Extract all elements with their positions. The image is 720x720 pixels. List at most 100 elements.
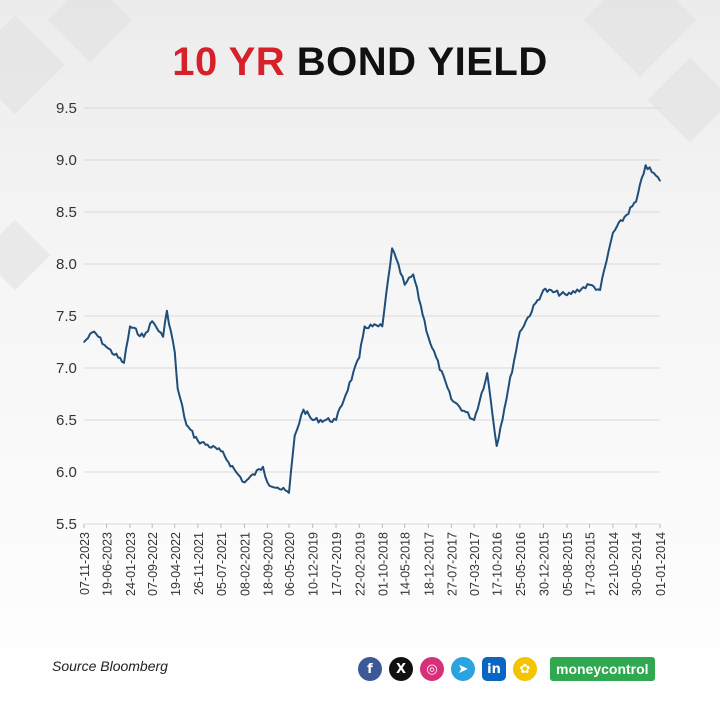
data-point: [450, 398, 453, 401]
data-point: [335, 419, 337, 421]
data-point: [302, 408, 305, 411]
x-tick-label: 07-11-2023: [78, 532, 92, 595]
data-point: [486, 372, 489, 375]
chart-title: 10 YR BOND YIELD: [0, 40, 720, 85]
data-point: [235, 471, 237, 473]
instagram-icon[interactable]: ◎: [420, 657, 444, 681]
y-tick-label: 9.0: [56, 152, 77, 169]
x-tick-label: 10-12-2019: [307, 532, 321, 596]
x-tick-label: 14-05-2018: [399, 532, 413, 596]
x-icon[interactable]: X: [389, 657, 413, 681]
x-tick-label: 30-12-2015: [537, 532, 551, 596]
data-point: [185, 424, 188, 427]
y-tick-label: 6.5: [56, 412, 77, 429]
data-point: [635, 200, 637, 203]
data-point: [142, 336, 145, 338]
data-point: [243, 481, 246, 484]
y-tick-label: 6.0: [56, 464, 77, 481]
x-tick-label: 22-02-2019: [353, 532, 367, 596]
title-accent: 10 YR: [172, 40, 286, 84]
y-tick-label: 9.5: [56, 100, 77, 117]
data-point: [542, 289, 545, 291]
data-point: [381, 325, 384, 328]
x-tick-label: 19-04-2022: [169, 532, 183, 596]
x-tick-label: 01-10-2018: [376, 532, 390, 596]
x-tick-label: 01-01-2014: [654, 532, 668, 596]
data-point: [129, 325, 131, 328]
data-point: [266, 481, 269, 484]
data-point: [293, 434, 296, 437]
x-tick-label: 05-07-2021: [215, 532, 229, 596]
social-icons: f X ◎ ➤ in ✿ moneycontrol: [358, 656, 655, 682]
data-point: [495, 445, 498, 447]
x-tick-label: 25-05-2016: [514, 532, 528, 596]
linkedin-icon[interactable]: in: [482, 657, 506, 681]
x-tick-label: 24-01-2023: [124, 532, 138, 596]
grid: [84, 107, 660, 525]
data-point: [166, 310, 168, 312]
data-point: [644, 164, 647, 166]
x-tick-label: 22-10-2014: [607, 532, 621, 596]
x-axis: 07-11-2023 19-06-2023 24-01-2023 07-09-2022…: [78, 524, 668, 596]
data-point: [288, 492, 290, 494]
facebook-icon[interactable]: f: [358, 657, 382, 681]
series: [83, 164, 661, 494]
data-point: [403, 284, 406, 286]
y-tick-label: 8.0: [56, 256, 77, 273]
data-point: [176, 388, 179, 390]
series-line-0: [83, 164, 661, 494]
data-point: [83, 341, 85, 343]
x-tick-label: 17-03-2015: [584, 532, 598, 596]
data-point: [412, 273, 415, 276]
moneycontrol-logo[interactable]: moneycontrol: [550, 657, 655, 681]
footer: Source Bloomberg f X ◎ ➤ in ✿ moneycontrol: [0, 648, 720, 688]
x-tick-label: 08-02-2021: [238, 532, 252, 596]
data-point: [358, 356, 361, 359]
x-tick-label: 27-07-2017: [445, 532, 459, 596]
title-main: BOND YIELD: [296, 40, 548, 84]
data-point: [519, 330, 521, 333]
data-point: [173, 351, 176, 354]
data-point: [427, 336, 430, 338]
data-point: [197, 440, 199, 442]
data-point: [311, 419, 314, 421]
telegram-icon[interactable]: ➤: [451, 657, 475, 681]
data-point: [162, 336, 164, 338]
data-point: [612, 232, 614, 234]
data-point: [105, 346, 108, 349]
x-tick-label: 19-06-2023: [101, 532, 115, 596]
y-tick-label: 7.0: [56, 360, 77, 377]
data-point: [123, 362, 125, 364]
y-tick-label: 7.5: [56, 308, 77, 325]
x-tick-label: 06-05-2020: [283, 532, 297, 596]
data-point: [473, 419, 475, 421]
x-tick-label: 17-10-2016: [491, 532, 505, 596]
x-tick-label: 18-09-2020: [261, 532, 275, 596]
data-point: [276, 486, 279, 489]
x-tick-label: 07-03-2017: [468, 532, 482, 596]
data-point: [659, 180, 661, 182]
y-tick-label: 5.5: [56, 516, 77, 533]
data-point: [220, 450, 222, 453]
data-point: [363, 325, 366, 328]
data-point: [93, 330, 95, 333]
y-tick-label: 8.5: [56, 204, 77, 221]
x-tick-label: 18-12-2017: [422, 532, 436, 596]
x-tick-label: 07-09-2022: [146, 532, 160, 596]
data-point: [588, 284, 591, 286]
data-point: [151, 320, 154, 323]
data-point: [391, 247, 393, 250]
x-tick-label: 26-11-2021: [192, 532, 206, 595]
y-axis: 9.5 9.0 8.5 8.0 7.5 7.0 6.5 6.0 5.5: [56, 100, 77, 533]
x-tick-label: 30-05-2014: [630, 532, 644, 596]
snapchat-icon[interactable]: ✿: [513, 657, 537, 681]
x-tick-label: 05-08-2015: [561, 532, 575, 596]
source-note: Source Bloomberg: [52, 658, 168, 674]
data-point: [262, 466, 264, 468]
data-point: [599, 289, 601, 291]
data-point: [566, 294, 568, 297]
x-tick-label: 17-07-2019: [330, 532, 344, 596]
